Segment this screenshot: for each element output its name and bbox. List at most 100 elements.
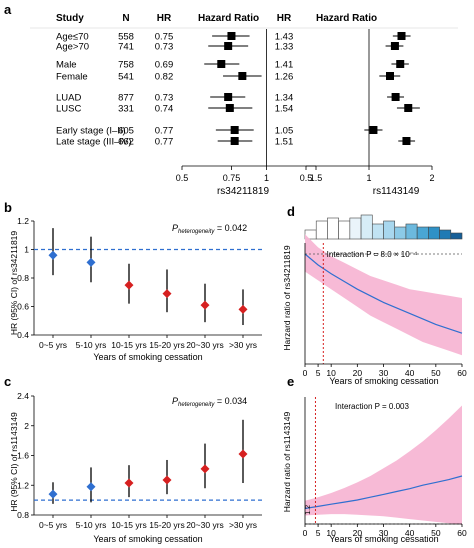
x-axis-label-b: Years of smoking cessation: [93, 352, 202, 362]
forest-plot-rs1143149: 0.5 1 2: [300, 29, 435, 183]
hr-value-1: 0.73: [155, 42, 174, 53]
header-n: N: [122, 13, 129, 24]
hr-square: [386, 72, 394, 80]
axis-label-rs34211819: rs34211819: [217, 186, 270, 197]
histogram-bar: [316, 221, 327, 239]
x-tick-label: 60: [457, 528, 467, 538]
data-point: [239, 305, 248, 314]
hr-square: [224, 42, 232, 50]
interaction-p-e: Interaction P = 0.003: [335, 402, 409, 411]
panel-c-scatter: c 0.8 1.2 1.6 2 2.4 0~5 yrs 5-10 yrs 10-15 yrs 1…: [4, 374, 262, 544]
confidence-band: [305, 406, 462, 525]
hr-square: [231, 137, 239, 145]
data-point: [87, 258, 96, 267]
histogram-bar: [451, 233, 462, 239]
x-tick-label: 60: [457, 368, 467, 378]
x-tick-label: 20~30 yrs: [186, 520, 224, 530]
data-point: [87, 482, 96, 491]
histogram-bar: [406, 224, 417, 239]
y-axis-label-e: Harzard ratio of rs1143149: [282, 411, 292, 512]
hr-value-1: 0.74: [155, 104, 174, 115]
x-tick-label: 20~30 yrs: [186, 340, 224, 350]
hr-square: [231, 126, 239, 134]
histogram: [305, 215, 462, 239]
hr-value-1: 0.77: [155, 137, 174, 148]
axis-label-rs1143149: rs1143149: [373, 186, 420, 197]
x-tick-label: 10-15 yrs: [111, 520, 146, 530]
hr-value-2: 1.51: [275, 137, 294, 148]
study-label: LUSC: [56, 104, 81, 115]
header-hr-2: HR: [277, 13, 292, 24]
hr-square: [392, 93, 400, 101]
data-point: [163, 476, 172, 485]
hr-square: [238, 72, 246, 80]
hr-square: [369, 126, 377, 134]
x-tick-label: 5-10 yrs: [76, 520, 107, 530]
panel-label-a: a: [4, 2, 12, 17]
x-tick-label: 0.75: [223, 173, 241, 183]
data-point: [201, 301, 210, 310]
header-hazard-ratio-2: Hazard Ratio: [316, 13, 377, 24]
n-value: 662: [118, 137, 134, 148]
data-point: [49, 251, 58, 260]
hr-square: [398, 32, 406, 40]
histogram-bar: [372, 224, 383, 239]
n-value: 758: [118, 60, 134, 71]
hr-square: [404, 104, 412, 112]
x-tick-label: 5: [316, 528, 321, 538]
n-value: 877: [118, 93, 134, 104]
x-tick-label: 0~5 yrs: [39, 520, 67, 530]
data-point: [163, 289, 172, 298]
hr-square: [391, 42, 399, 50]
hr-square: [226, 104, 234, 112]
y-tick-label: 1.2: [17, 216, 29, 226]
y-tick-label: 1.2: [305, 505, 312, 515]
study-label: Female: [56, 72, 88, 83]
hr-square: [217, 60, 225, 68]
histogram-bar: [339, 221, 350, 239]
y-tick-label: 1: [24, 245, 29, 255]
panel-a-forest-plot: a Study N HR Hazard Ratio HR Hazard Rati…: [4, 2, 458, 197]
hr-square: [224, 93, 232, 101]
n-value: 541: [118, 72, 134, 83]
hr-value-1: 0.69: [155, 60, 174, 71]
study-label: Age>70: [56, 42, 89, 53]
panel-d-curve: d 0 5 10 20 30 40 50 60 Interaction P = 8.0 × 1…: [282, 204, 467, 386]
x-tick-label: 15-20 yrs: [149, 520, 184, 530]
panel-label-e: e: [287, 374, 294, 389]
hr-value-2: 1.54: [275, 104, 294, 115]
y-axis-label-b: HR (95% CI) of rs34211819: [9, 231, 19, 336]
y-tick-label: 2: [24, 421, 29, 431]
x-tick-label: 5: [316, 368, 321, 378]
study-label: LUAD: [56, 93, 81, 104]
x-tick-label: 0: [303, 368, 308, 378]
hr-value-1: 0.77: [155, 126, 174, 137]
data-point: [201, 464, 210, 473]
histogram-bar: [350, 218, 361, 239]
x-tick-label: 0: [303, 528, 308, 538]
interaction-p-d: Interaction P = 8.0 × 10⁻⁴: [327, 250, 418, 259]
x-tick-label: 10-15 yrs: [111, 340, 146, 350]
hr-value-2: 1.05: [275, 126, 294, 137]
histogram-bar: [384, 221, 395, 239]
y-tick-label: 2.4: [17, 391, 29, 401]
data-point: [125, 479, 134, 488]
x-tick-label: 0.5: [300, 173, 313, 183]
hr-value-1: 0.82: [155, 72, 174, 83]
study-label: Early stage (I–II): [56, 126, 126, 137]
n-value: 741: [118, 42, 134, 53]
panel-label-c: c: [4, 374, 11, 389]
hr-square: [227, 32, 235, 40]
panel-label-d: d: [287, 204, 295, 219]
hr-value-2: 1.41: [275, 60, 294, 71]
x-tick-label: >30 yrs: [229, 340, 257, 350]
y-axis-label-d: Harzard ratio of rs34211819: [282, 245, 292, 350]
hr-value-1: 0.73: [155, 93, 174, 104]
data-point: [125, 281, 134, 290]
x-axis-label-e: Years of smoking cessation: [329, 534, 438, 544]
x-tick-label: >30 yrs: [229, 520, 257, 530]
forest-plot-rs34211819: 0.5 0.75 1 1.5: [176, 29, 323, 183]
header-hazard-ratio-1: Hazard Ratio: [198, 13, 259, 24]
histogram-bar: [428, 227, 439, 239]
hr-value-2: 1.26: [275, 72, 294, 83]
